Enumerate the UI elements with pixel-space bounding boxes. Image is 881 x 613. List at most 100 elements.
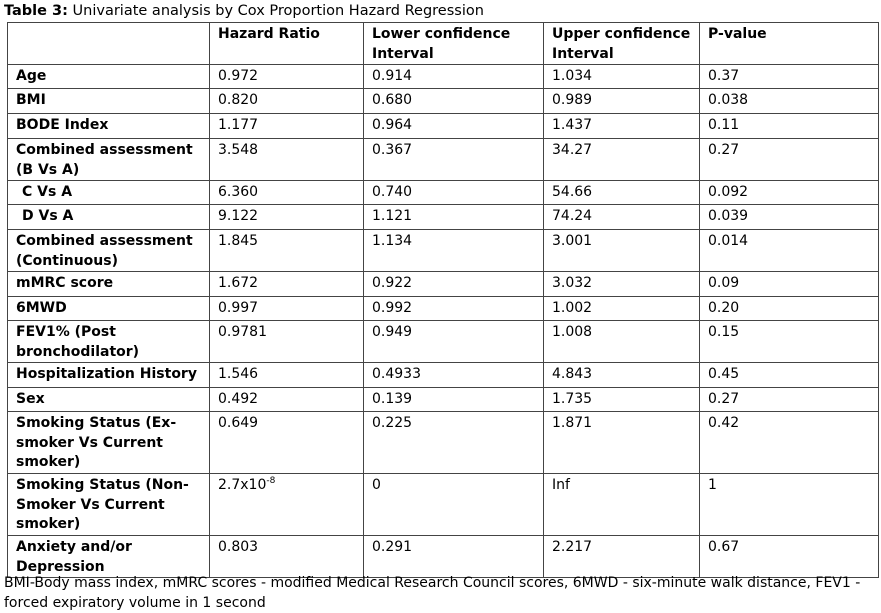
lower-ci-cell-text: 0.139: [372, 391, 413, 407]
table-row: Combined assessment (B Vs A) 3.548 0.367 34…: [7, 138, 879, 181]
lower-ci-cell-text: 0.964: [372, 117, 413, 133]
hazard-ratio-cell-text: 0.820: [218, 92, 259, 108]
hazard-ratio-cell: 2.7x10-8: [209, 473, 364, 536]
lower-ci-cell-text: 0.914: [372, 68, 413, 84]
p-value-cell-text: 0.039: [708, 208, 749, 224]
lower-ci-cell: 0.964: [363, 113, 544, 139]
row-label-text: Combined assessment (B Vs A): [16, 142, 193, 178]
upper-ci-cell-text: 2.217: [552, 539, 593, 555]
row-label-text: Smoking Status (Non-Smoker Vs Current sm…: [16, 477, 189, 532]
p-value-cell-text: 1: [708, 477, 717, 493]
upper-ci-cell-text: 54.66: [552, 184, 593, 200]
upper-ci-cell: 1.002: [543, 296, 700, 321]
p-value-cell: 0.37: [699, 64, 879, 89]
lower-ci-cell-text: 0.992: [372, 300, 413, 316]
p-value-cell: 0.20: [699, 296, 879, 321]
p-value-cell-text: 0.09: [708, 275, 740, 291]
upper-ci-cell: 1.034: [543, 64, 700, 89]
hazard-ratio-cell-text: 0.492: [218, 391, 259, 407]
hazard-ratio-cell: 1.672: [209, 271, 364, 297]
hazard-ratio-cell: 0.9781: [209, 320, 364, 363]
lower-ci-cell: 1.121: [363, 204, 544, 230]
hazard-ratio-cell-text: 0.803: [218, 539, 259, 555]
p-value-cell-text: 0.27: [708, 142, 740, 158]
hazard-ratio-cell-text: 1.546: [218, 366, 259, 382]
lower-ci-cell-text: 0.740: [372, 184, 413, 200]
p-value-cell: 0.11: [699, 113, 879, 139]
p-value-cell: 0.038: [699, 88, 879, 114]
p-value-cell: 0.039: [699, 204, 879, 230]
header-lower-ci: Lower confidence Interval: [363, 22, 544, 65]
p-value-cell-text: 0.092: [708, 184, 749, 200]
lower-ci-cell-text: 0: [372, 477, 381, 493]
row-label-text: Smoking Status (Ex-smoker Vs Current smo…: [16, 415, 177, 470]
row-label: BMI: [7, 88, 210, 114]
row-label: BODE Index: [7, 113, 210, 139]
p-value-cell-text: 0.37: [708, 68, 740, 84]
row-label: D Vs A: [7, 204, 210, 230]
row-label-text: BODE Index: [16, 117, 109, 133]
hazard-ratio-cell: 0.649: [209, 411, 364, 474]
lower-ci-cell: 0.4933: [363, 362, 544, 388]
p-value-cell: 1: [699, 473, 879, 536]
upper-ci-cell-text: 4.843: [552, 366, 593, 382]
upper-ci-cell-text: Inf: [552, 477, 570, 493]
table-row: BODE Index 1.177 0.964 1.437 0.11: [7, 113, 879, 139]
lower-ci-cell: 0.680: [363, 88, 544, 114]
exponent: -8: [266, 476, 276, 486]
row-label: Smoking Status (Ex-smoker Vs Current smo…: [7, 411, 210, 474]
row-label: 6MWD: [7, 296, 210, 321]
row-label: FEV1% (Post bronchodilator): [7, 320, 210, 363]
lower-ci-cell: 0.949: [363, 320, 544, 363]
p-value-cell-text: 0.67: [708, 539, 740, 555]
p-value-cell: 0.42: [699, 411, 879, 474]
hazard-ratio-cell: 0.492: [209, 387, 364, 412]
hazard-ratio-cell: 0.997: [209, 296, 364, 321]
upper-ci-cell: 3.032: [543, 271, 700, 297]
p-value-cell-text: 0.20: [708, 300, 740, 316]
lower-ci-cell-text: 0.949: [372, 324, 413, 340]
p-value-cell-text: 0.038: [708, 92, 749, 108]
table-row: mMRC score 1.672 0.922 3.032 0.09: [7, 271, 879, 297]
table-row: FEV1% (Post bronchodilator) 0.9781 0.949 1.…: [7, 320, 879, 363]
hazard-ratio-cell-text: 9.122: [218, 208, 259, 224]
lower-ci-cell-text: 0.680: [372, 92, 413, 108]
upper-ci-cell: 54.66: [543, 180, 700, 205]
p-value-cell: 0.27: [699, 138, 879, 181]
hazard-ratio-cell: 3.548: [209, 138, 364, 181]
hazard-ratio-cell-text: 0.9781: [218, 324, 267, 340]
table-row: 6MWD 0.997 0.992 1.002 0.20: [7, 296, 879, 321]
lower-ci-cell-text: 0.4933: [372, 366, 421, 382]
row-label-text: C Vs A: [22, 184, 73, 200]
hazard-ratio-cell-text: 0.997: [218, 300, 259, 316]
row-label: C Vs A: [7, 180, 210, 205]
p-value-cell-text: 0.15: [708, 324, 740, 340]
row-label: Smoking Status (Non-Smoker Vs Current sm…: [7, 473, 210, 536]
header-upper-ci: Upper confidence Interval: [543, 22, 700, 65]
header-p-value: P-value: [699, 22, 879, 65]
header-row: Hazard Ratio Lower confidence Interval U…: [7, 22, 879, 65]
p-value-cell-text: 0.014: [708, 233, 749, 249]
lower-ci-cell: 0.367: [363, 138, 544, 181]
row-label-text: mMRC score: [16, 275, 114, 291]
upper-ci-cell-text: 1.002: [552, 300, 593, 316]
row-label: Age: [7, 64, 210, 89]
p-value-cell: 0.014: [699, 229, 879, 272]
upper-ci-cell: 2.217: [543, 535, 700, 578]
table-caption: Table 3: Univariate analysis by Cox Prop…: [4, 3, 484, 19]
upper-ci-cell-text: 1.437: [552, 117, 593, 133]
hazard-ratio-cell-text: 1.672: [218, 275, 259, 291]
p-value-cell: 0.45: [699, 362, 879, 388]
row-label-text: FEV1% (Post bronchodilator): [16, 324, 140, 360]
table-row: Smoking Status (Ex-smoker Vs Current smo…: [7, 411, 879, 474]
row-label: Anxiety and/or Depression: [7, 535, 210, 578]
row-label-text: D Vs A: [22, 208, 74, 224]
footnote: BMI-Body mass index, mMRC scores - modif…: [4, 575, 861, 611]
lower-ci-cell: 0.914: [363, 64, 544, 89]
upper-ci-cell: 3.001: [543, 229, 700, 272]
lower-ci-cell: 0.291: [363, 535, 544, 578]
row-label-text: BMI: [16, 92, 46, 108]
hazard-ratio-cell: 0.803: [209, 535, 364, 578]
lower-ci-cell: 0: [363, 473, 544, 536]
upper-ci-cell-text: 3.032: [552, 275, 593, 291]
